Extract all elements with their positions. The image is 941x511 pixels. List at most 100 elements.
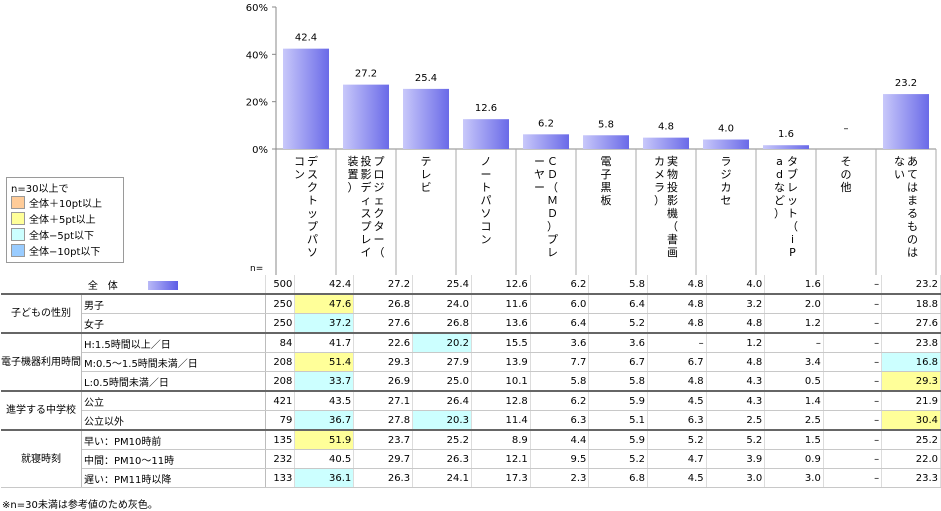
legend-label: 全体＋5pt以上: [29, 214, 96, 226]
data-label: 4.8: [658, 122, 674, 133]
table-cell: 4.0: [706, 275, 766, 295]
table-cell: 13.6: [471, 313, 531, 334]
table-cell: –: [823, 390, 883, 411]
category-char: 電: [601, 155, 612, 168]
category-char: ー: [374, 233, 385, 246]
table-cell: 11.6: [471, 293, 531, 314]
table-cell: –: [823, 468, 883, 488]
category-char: ラ: [654, 181, 665, 194]
category-char: セ: [721, 194, 732, 207]
category-char: ッ: [307, 207, 318, 220]
category-char: 他: [841, 181, 852, 194]
table-cell: 16.8: [881, 352, 941, 372]
table-cell: 8.9: [471, 429, 531, 450]
table-cell: –: [823, 352, 883, 372]
table-cell: –: [823, 275, 883, 295]
legend-item-minus10: 全体−10pt以下: [11, 243, 100, 258]
y-tick-label: 0%: [252, 145, 268, 156]
category-char: レ: [547, 246, 558, 259]
category-char: タ: [374, 220, 385, 233]
category-char: 実: [667, 154, 678, 168]
category-char: て: [907, 168, 918, 181]
category-char: な: [894, 155, 905, 168]
y-tick-label: 40%: [246, 50, 268, 61]
sample-size: 84: [265, 332, 296, 353]
category-char: カ: [654, 155, 665, 168]
sample-size: 133: [265, 468, 296, 488]
table-cell: 1.6: [764, 275, 824, 295]
table-row: 中間：PM10〜11時 232 40.5 29.7 26.3 12.1 9.5 5.2 4.7 3…: [1, 449, 941, 469]
group-label: 電子機器利用時間: [1, 332, 82, 392]
bar: [883, 94, 929, 149]
table-cell: 6.3: [530, 410, 590, 431]
table-cell: 4.8: [647, 313, 707, 334]
table-cell: 4.5: [647, 390, 707, 411]
legend-swatch: [11, 195, 25, 209]
table-cell: 41.7: [294, 332, 355, 353]
table-cell: 26.8: [353, 293, 414, 314]
category-char: ）: [654, 194, 665, 207]
table-row: 全 体 500 42.4 27.2 25.4 12.6 6.2 5.8 4.8 4.0 1.6–23…: [1, 275, 941, 295]
row-label: 早い：PM10時前: [81, 429, 266, 450]
category-char: ト: [481, 181, 492, 194]
n-label: n=: [250, 264, 264, 274]
table-cell: 3.0: [706, 468, 766, 488]
bar-chart: 0%20%40%60%42.4デスクトップパソコン27.2プロジェクター（投影デ…: [246, 3, 937, 275]
table-row: L:0.5時間未満／日 208 33.7 26.9 25.0 10.1 5.8 5.8 4.8 4…: [1, 371, 941, 392]
table-cell: 1.2: [764, 313, 824, 334]
bar: [643, 137, 689, 149]
category-char: ラ: [721, 155, 732, 168]
bar: [283, 48, 329, 149]
category-char: ソ: [307, 246, 318, 259]
category-char: ヤ: [534, 168, 545, 181]
sample-size: 250: [265, 313, 296, 334]
category-char: コ: [294, 155, 305, 168]
legend-title: n=30以上で: [11, 184, 69, 195]
category-char: ス: [307, 168, 318, 181]
category-char: パ: [307, 233, 318, 246]
sample-size: 421: [265, 390, 296, 411]
table-cell: 27.6: [353, 313, 414, 334]
table-cell: 0.5: [764, 371, 824, 392]
table-cell: 40.5: [294, 449, 355, 469]
table-cell: 4.8: [647, 293, 707, 314]
data-label: 5.8: [598, 119, 614, 130]
table-cell: –: [823, 429, 883, 450]
table-cell: 51.4: [294, 352, 355, 372]
table-cell: 29.3: [353, 352, 414, 372]
data-label: 1.6: [778, 129, 794, 140]
legend: n=30以上で 全体＋10pt以上 全体＋5pt以上 全体−5pt以下 全体−1…: [6, 177, 124, 263]
category-char: 影: [361, 168, 372, 181]
category-char: プ: [374, 155, 385, 168]
category-char: は: [907, 181, 918, 194]
table-cell: 25.2: [881, 429, 941, 450]
table-cell: 26.4: [412, 390, 472, 411]
category-char: a: [776, 155, 783, 168]
table-cell: 10.1: [471, 371, 531, 392]
table-cell: 6.4: [530, 313, 590, 334]
category-char: い: [894, 168, 905, 181]
table-cell: 26.9: [353, 371, 414, 392]
table-cell: 36.7: [294, 410, 355, 431]
data-label: 6.2: [538, 118, 554, 129]
category-char: P: [789, 246, 796, 259]
category-char: デ: [361, 180, 372, 194]
table-cell: 5.1: [588, 410, 648, 431]
data-label: –: [844, 124, 849, 135]
table-cell: 2.5: [706, 410, 766, 431]
category-char: ）: [348, 181, 359, 194]
table-cell: 5.9: [588, 429, 648, 450]
table-cell: –: [647, 332, 707, 353]
table-cell: –: [823, 449, 883, 469]
table-cell: 12.6: [471, 275, 531, 295]
category-char: 機: [667, 206, 678, 220]
table-cell: 21.9: [881, 390, 941, 411]
table-cell: 36.1: [294, 468, 355, 488]
table-cell: 6.7: [647, 352, 707, 372]
table-cell: 43.5: [294, 390, 355, 411]
category-char: Ｄ: [547, 207, 558, 220]
